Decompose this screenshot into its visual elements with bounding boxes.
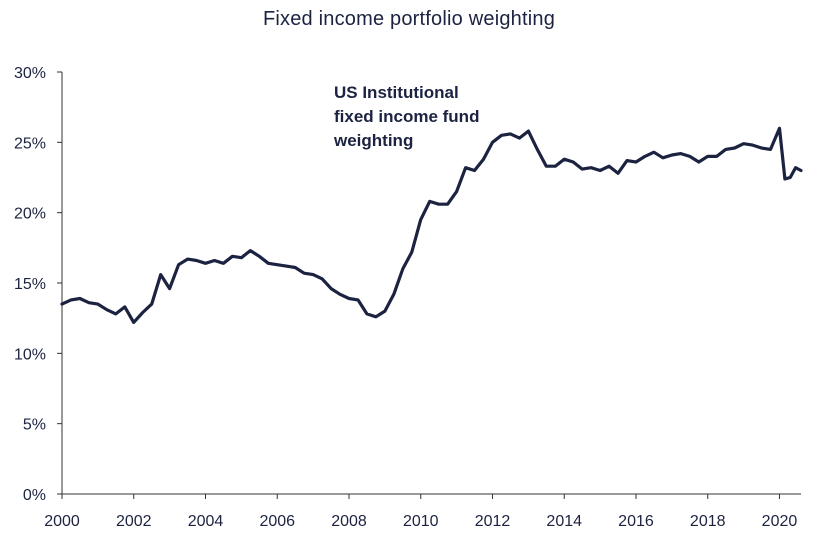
annotation-line: US Institutional: [334, 83, 459, 102]
y-tick-label: 25%: [14, 135, 46, 152]
y-tick-label: 20%: [14, 206, 46, 223]
y-tick-label: 15%: [14, 276, 46, 293]
x-tick-label: 2020: [762, 513, 798, 530]
x-tick-label: 2004: [188, 513, 224, 530]
annotation-line: weighting: [333, 131, 413, 150]
tick-labels: 0% 5% 10% 15% 20% 25% 30% 2000 2002 2004 2006 2008 2…: [14, 65, 797, 530]
x-tick-label: 2016: [618, 513, 654, 530]
axes: [57, 71, 801, 499]
y-tick-label: 0%: [23, 487, 46, 504]
y-tick-label: 30%: [14, 65, 46, 82]
y-tick-label: 5%: [23, 417, 46, 434]
y-tick-label: 10%: [14, 346, 46, 363]
x-tick-label: 2010: [403, 513, 439, 530]
x-tick-label: 2008: [331, 513, 367, 530]
annotation-line: fixed income fund: [334, 107, 479, 126]
chart-title: Fixed income portfolio weighting: [262, 8, 556, 30]
x-tick-label: 2000: [44, 513, 80, 530]
annotation: US Institutional fixed income fund weighti…: [333, 83, 479, 150]
x-tick-label: 2014: [546, 513, 582, 530]
x-tick-label: 2012: [475, 513, 511, 530]
series-line: [60, 126, 803, 324]
series-group: [60, 126, 803, 324]
x-tick-label: 2002: [116, 513, 152, 530]
x-tick-label: 2006: [259, 513, 295, 530]
x-tick-label: 2018: [690, 513, 726, 530]
